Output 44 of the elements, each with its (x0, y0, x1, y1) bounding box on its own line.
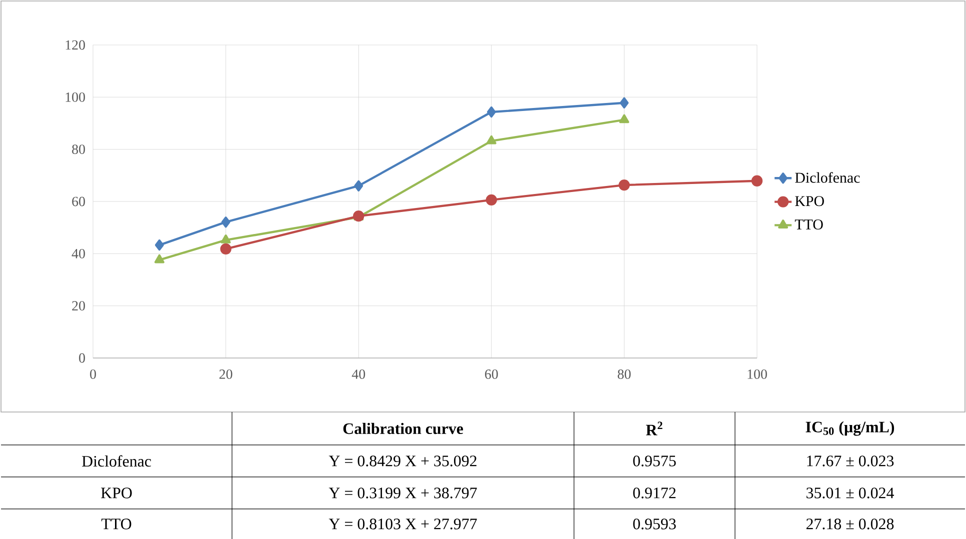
y-tick-label: 0 (79, 353, 85, 363)
text: Y = 0.8103 X + 27.977 (328, 518, 477, 530)
y-tick-label: 120 (66, 40, 85, 50)
x-tick-label: 60 (485, 370, 498, 379)
text: 35.01 ± 0.024 (806, 488, 894, 498)
text: 27.18 ± 0.028 (806, 518, 894, 530)
x-tick-label: 80 (618, 370, 631, 379)
point (751, 175, 763, 186)
legend-label: TTO (794, 219, 823, 230)
text: Diclofenac (82, 455, 151, 467)
y-tick-label: 40 (72, 248, 85, 258)
point (486, 135, 496, 144)
point (154, 239, 164, 251)
text: 17.67 ± 0.023 (807, 456, 894, 466)
point (486, 106, 496, 118)
legend-label: KPO (795, 196, 824, 206)
text: Calibration curve (343, 422, 464, 434)
point (618, 179, 630, 191)
point (620, 97, 629, 108)
point (619, 114, 630, 124)
text: Y = 0.8429 X + 35.092 (328, 456, 476, 466)
point (221, 216, 230, 228)
y-tick-label: 60 (72, 196, 85, 206)
x-tick-label: 0 (90, 370, 96, 379)
text: 0.9172 (633, 488, 676, 498)
text: IC$_{50}$ (µg/mL) (806, 421, 894, 436)
text: 0.9575 (633, 456, 676, 466)
point (486, 194, 497, 206)
point (220, 234, 231, 244)
x-tick-label: 40 (352, 370, 366, 379)
y-tick-label: 80 (72, 144, 85, 154)
text: R$^{2}$ (646, 422, 662, 436)
point (354, 180, 364, 192)
x-tick-label: 20 (219, 370, 232, 379)
point (220, 243, 232, 255)
x-tick-label: 100 (748, 370, 767, 379)
legend-label: Diclofenac (795, 172, 860, 183)
text: 0.9593 (633, 518, 676, 530)
text: KPO (101, 488, 132, 498)
y-tick-label: 20 (72, 301, 85, 311)
point (154, 254, 164, 264)
y-tick-label: 100 (66, 92, 85, 102)
text: TTO (101, 518, 132, 530)
text: Y = 0.3199 X + 38.797 (328, 488, 477, 498)
